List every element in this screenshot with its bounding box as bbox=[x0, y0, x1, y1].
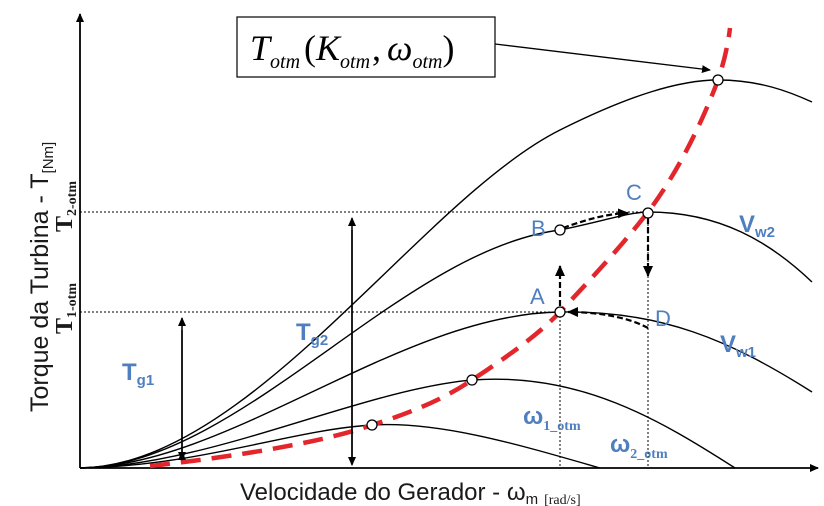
turbine-curve-1 bbox=[79, 423, 601, 469]
point-a-marker bbox=[554, 306, 566, 318]
path-d-to-a bbox=[567, 307, 649, 329]
point-b-marker bbox=[554, 224, 566, 236]
optimal-point-1 bbox=[366, 419, 378, 431]
turbine-curve-top bbox=[79, 79, 813, 469]
omega1-otm-label: ω1_otm bbox=[523, 403, 581, 434]
formula-box bbox=[236, 16, 496, 78]
tg2-label: Tg2 bbox=[296, 319, 328, 349]
turbine-curve-vw1 bbox=[79, 311, 813, 469]
point-d-label: D bbox=[655, 306, 671, 331]
t2-otm-label: T2-otm bbox=[52, 181, 80, 232]
optimal-point-top bbox=[712, 74, 724, 86]
point-c-marker bbox=[642, 207, 654, 219]
t1-otm-label: T1-otm bbox=[52, 283, 80, 334]
formula-pointer-arrow bbox=[494, 43, 711, 74]
y-axis-title: Torque da Turbina - T[Nm] bbox=[26, 142, 57, 412]
point-a-label: A bbox=[530, 284, 545, 309]
point-c-label: C bbox=[626, 180, 642, 205]
x-axis-title: Velocidade do Gerador - ωm [rad/s] bbox=[240, 479, 581, 506]
path-b-to-c bbox=[562, 208, 629, 230]
formula-text: Totm (Kotm, ωotm) bbox=[250, 28, 454, 73]
optimal-torque-curve bbox=[149, 27, 733, 469]
turbine-curve-2 bbox=[79, 378, 736, 469]
omega2-otm-label: ω2_otm bbox=[610, 431, 668, 462]
vw2-label: Vw2 bbox=[739, 211, 775, 241]
optimal-point-2 bbox=[466, 374, 478, 386]
point-b-label: B bbox=[531, 216, 546, 241]
vw1-label: Vw1 bbox=[720, 331, 756, 361]
tg1-label: Tg1 bbox=[122, 359, 154, 389]
